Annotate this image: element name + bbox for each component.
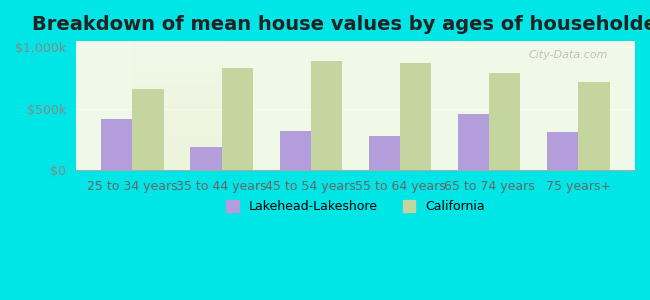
Bar <box>489 73 521 170</box>
Bar <box>101 118 133 170</box>
Bar <box>190 147 222 170</box>
Legend: Lakehead-Lakeshore, California: Lakehead-Lakeshore, California <box>221 195 489 218</box>
Bar <box>133 89 164 170</box>
Bar <box>458 114 489 170</box>
Bar <box>547 132 578 170</box>
Text: City-Data.com: City-Data.com <box>528 50 608 60</box>
Title: Breakdown of mean house values by ages of householders: Breakdown of mean house values by ages o… <box>32 15 650 34</box>
Bar <box>280 131 311 170</box>
Bar <box>400 63 431 170</box>
Bar <box>222 68 253 170</box>
Bar <box>311 61 342 170</box>
Bar <box>369 136 400 170</box>
Bar <box>578 82 610 170</box>
